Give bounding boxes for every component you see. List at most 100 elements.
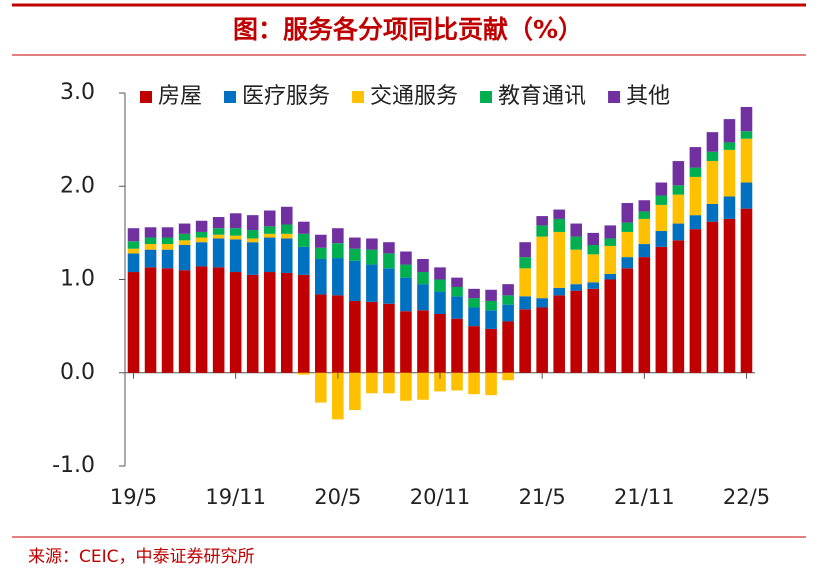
bar-segment bbox=[706, 203, 719, 222]
bar-segment bbox=[246, 238, 259, 243]
bar-segment bbox=[502, 321, 514, 373]
legend-label: 房屋 bbox=[158, 84, 202, 109]
bar-segment bbox=[689, 176, 702, 216]
x-tick-label: 22/5 bbox=[723, 485, 770, 509]
bar-segment bbox=[144, 267, 157, 373]
bar-segment bbox=[451, 372, 463, 391]
bar-segment bbox=[553, 287, 565, 296]
bar-segment bbox=[332, 372, 344, 420]
bar-segment bbox=[246, 242, 259, 275]
bar-segment bbox=[212, 238, 225, 268]
bar-segment bbox=[638, 211, 651, 219]
bar-segment bbox=[485, 310, 497, 329]
bar-segment bbox=[502, 295, 514, 305]
bar-segment bbox=[383, 372, 395, 394]
chart-title: 图：服务各分项同比贡献（%） bbox=[233, 15, 583, 44]
bar-segment bbox=[485, 372, 497, 396]
bar-segment bbox=[536, 236, 548, 299]
bar-segment bbox=[587, 232, 600, 245]
bar-segment bbox=[723, 142, 736, 150]
bar-segment bbox=[400, 311, 412, 373]
bar-segment bbox=[315, 234, 327, 248]
bar-segment bbox=[297, 372, 310, 375]
bar-segment bbox=[434, 279, 446, 292]
bar-segment bbox=[604, 273, 617, 280]
bar-segment bbox=[161, 268, 174, 373]
bar-segment bbox=[161, 237, 174, 245]
bar-segment bbox=[195, 220, 208, 232]
bar-segment bbox=[383, 242, 395, 254]
bar-segment bbox=[417, 272, 429, 285]
bar-segment bbox=[638, 244, 651, 258]
bar-segment bbox=[349, 237, 361, 249]
bar-segment bbox=[229, 213, 242, 229]
bar-segment bbox=[672, 240, 685, 373]
bar-segment bbox=[195, 231, 208, 238]
bar-segment bbox=[212, 267, 225, 373]
bar-segment bbox=[366, 372, 378, 394]
bar-segment bbox=[536, 225, 548, 237]
bar-segment bbox=[229, 228, 242, 236]
bar-segment bbox=[178, 244, 191, 271]
bar-segment bbox=[519, 242, 531, 258]
bar-segment bbox=[672, 185, 685, 195]
bar-segment bbox=[229, 235, 242, 240]
bar-segment bbox=[740, 131, 753, 139]
bar-segment bbox=[519, 257, 531, 269]
bar-segment bbox=[740, 182, 753, 209]
bar-segment bbox=[263, 237, 276, 273]
bar-segment bbox=[553, 231, 565, 288]
bar-segment bbox=[638, 218, 651, 245]
source: 来源：CEIC，中泰证券研究所 bbox=[28, 547, 255, 567]
legend-swatch bbox=[352, 91, 365, 103]
bar-segment bbox=[144, 249, 157, 268]
bar-segment bbox=[502, 284, 514, 296]
bar-segment bbox=[127, 241, 140, 249]
bar-segment bbox=[587, 244, 600, 255]
bar-segment bbox=[366, 264, 378, 302]
bar-segment bbox=[740, 106, 753, 132]
bar-segment bbox=[451, 277, 463, 287]
bar-segment bbox=[570, 284, 583, 291]
bar-segment bbox=[502, 304, 514, 322]
bar-segment bbox=[604, 225, 617, 239]
bar-segment bbox=[502, 372, 514, 381]
bar-segment bbox=[315, 372, 327, 403]
bar-segment bbox=[144, 227, 157, 238]
bar-segment bbox=[570, 290, 583, 373]
legend-swatch bbox=[140, 91, 152, 103]
x-tick-label: 19/5 bbox=[110, 485, 157, 509]
bar-segment bbox=[349, 260, 361, 301]
bar-segment bbox=[468, 307, 480, 327]
bar-segment bbox=[315, 294, 327, 373]
bar-segment bbox=[229, 239, 242, 273]
legend-swatch bbox=[224, 91, 237, 103]
bar-segment bbox=[672, 161, 685, 186]
bar-segment bbox=[468, 372, 480, 395]
bar-segment bbox=[127, 248, 140, 254]
y-tick-label: 2.0 bbox=[60, 173, 95, 198]
bar-segment bbox=[127, 228, 140, 242]
bar-segment bbox=[417, 258, 429, 273]
bar-segment bbox=[638, 257, 651, 373]
bar-segment bbox=[485, 328, 497, 373]
bar-segment bbox=[723, 149, 736, 197]
bar-segment bbox=[417, 310, 429, 373]
bar-segment bbox=[280, 206, 293, 225]
bar-segment bbox=[383, 303, 395, 373]
bar-segment bbox=[127, 253, 140, 273]
bar-segment bbox=[280, 238, 293, 273]
bar-segment bbox=[349, 248, 361, 261]
bar-segment bbox=[604, 245, 617, 274]
bar-segment bbox=[570, 236, 583, 250]
bar-segment bbox=[451, 296, 463, 319]
bar-segment bbox=[604, 238, 617, 246]
bar-segment bbox=[195, 237, 208, 243]
x-tick-label: 19/11 bbox=[205, 485, 266, 509]
bar-segment bbox=[366, 238, 378, 250]
x-tick-label: 21/5 bbox=[519, 485, 566, 509]
bar-segment bbox=[178, 270, 191, 373]
bar-segment bbox=[519, 268, 531, 297]
bar-segment bbox=[366, 301, 378, 373]
bar-segment bbox=[706, 151, 719, 162]
